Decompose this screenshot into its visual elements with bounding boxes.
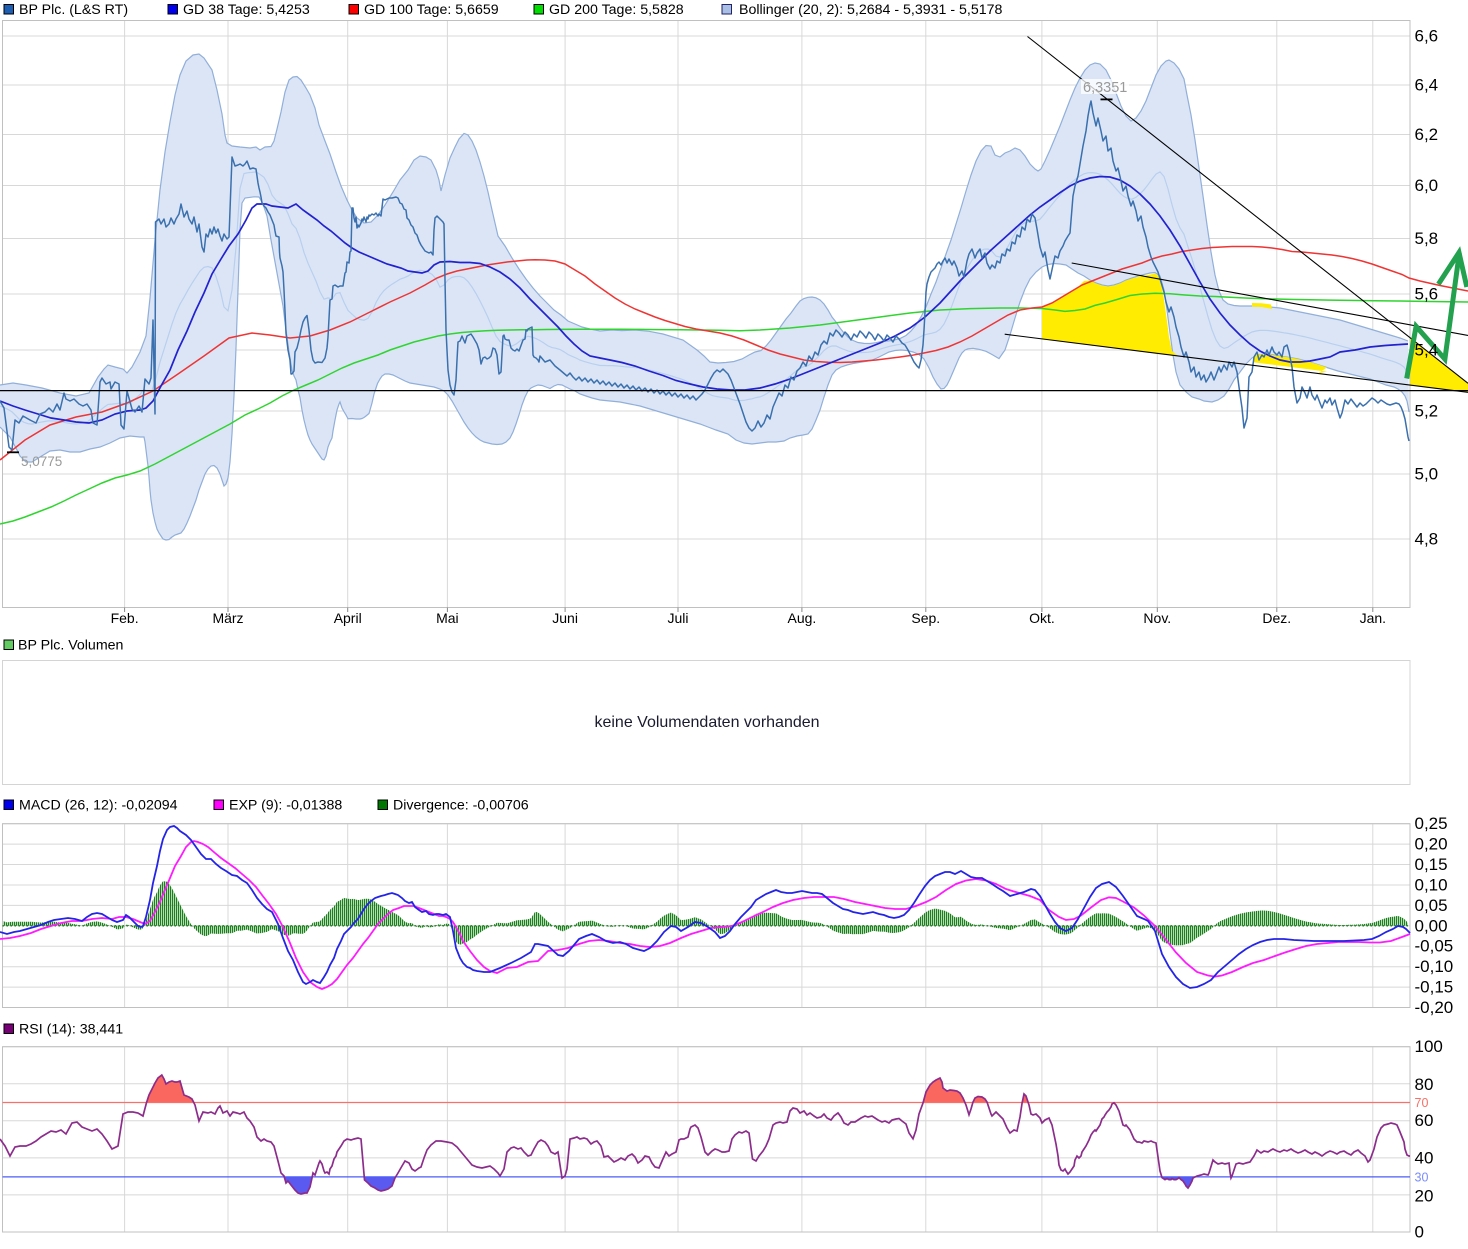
svg-text:Bollinger (20, 2): 5,2684 - 5,: Bollinger (20, 2): 5,2684 - 5,3931 - 5,5…: [739, 2, 1003, 18]
svg-text:RSI (14): 38,441: RSI (14): 38,441: [19, 1022, 123, 1038]
svg-text:5,2: 5,2: [1415, 402, 1439, 421]
svg-text:0,15: 0,15: [1415, 855, 1448, 874]
svg-text:Divergence: -0,00706: Divergence: -0,00706: [393, 798, 529, 814]
svg-text:5,0775: 5,0775: [21, 454, 62, 469]
svg-text:MACD (26, 12): -0,02094: MACD (26, 12): -0,02094: [19, 798, 178, 814]
svg-text:100: 100: [1415, 1037, 1443, 1056]
svg-text:6,0: 6,0: [1415, 176, 1439, 195]
svg-text:-0,20: -0,20: [1415, 998, 1454, 1017]
svg-text:BP Plc. Volumen: BP Plc. Volumen: [18, 638, 123, 654]
svg-text:20: 20: [1415, 1187, 1434, 1206]
svg-text:GD 38 Tage: 5,4253: GD 38 Tage: 5,4253: [183, 2, 310, 18]
svg-text:0,10: 0,10: [1415, 876, 1448, 895]
svg-text:6,6: 6,6: [1415, 27, 1439, 46]
svg-text:80: 80: [1415, 1075, 1434, 1094]
svg-text:Jan.: Jan.: [1360, 610, 1386, 626]
svg-text:-0,10: -0,10: [1415, 957, 1454, 976]
svg-text:Nov.: Nov.: [1143, 610, 1171, 626]
svg-text:Juli: Juli: [667, 610, 688, 626]
svg-text:0,05: 0,05: [1415, 896, 1448, 915]
svg-text:EXP (9): -0,01388: EXP (9): -0,01388: [229, 798, 342, 814]
svg-text:keine Volumendaten vorhanden: keine Volumendaten vorhanden: [594, 714, 819, 731]
svg-text:4,8: 4,8: [1415, 530, 1439, 549]
svg-text:Juni: Juni: [552, 610, 578, 626]
svg-text:Dez.: Dez.: [1262, 610, 1291, 626]
svg-text:GD 200 Tage: 5,5828: GD 200 Tage: 5,5828: [549, 2, 684, 18]
svg-text:30: 30: [1415, 1170, 1429, 1184]
svg-text:60: 60: [1415, 1111, 1434, 1130]
svg-text:70: 70: [1415, 1096, 1429, 1110]
svg-text:Okt.: Okt.: [1029, 610, 1055, 626]
svg-text:5,0: 5,0: [1415, 465, 1439, 484]
svg-text:5,6: 5,6: [1415, 285, 1439, 304]
svg-text:BP Plc. (L&S RT): BP Plc. (L&S RT): [19, 2, 128, 18]
svg-text:Sep.: Sep.: [911, 610, 940, 626]
svg-text:GD 100 Tage: 5,6659: GD 100 Tage: 5,6659: [364, 2, 499, 18]
svg-text:April: April: [334, 610, 362, 626]
svg-text:6,3351: 6,3351: [1083, 80, 1127, 96]
svg-text:0: 0: [1415, 1223, 1424, 1242]
svg-text:-0,05: -0,05: [1415, 937, 1454, 956]
svg-text:5,4: 5,4: [1415, 341, 1439, 360]
svg-text:-0,15: -0,15: [1415, 978, 1454, 997]
svg-text:März: März: [212, 610, 243, 626]
svg-text:0,25: 0,25: [1415, 814, 1448, 833]
svg-text:5,8: 5,8: [1415, 229, 1439, 248]
svg-text:Aug.: Aug.: [787, 610, 816, 626]
svg-text:0,20: 0,20: [1415, 835, 1448, 854]
svg-text:Mai: Mai: [436, 610, 459, 626]
svg-text:6,4: 6,4: [1415, 76, 1439, 95]
svg-text:Feb.: Feb.: [111, 610, 139, 626]
svg-text:0,00: 0,00: [1415, 916, 1448, 935]
svg-text:40: 40: [1415, 1149, 1434, 1168]
svg-text:6,2: 6,2: [1415, 125, 1439, 144]
